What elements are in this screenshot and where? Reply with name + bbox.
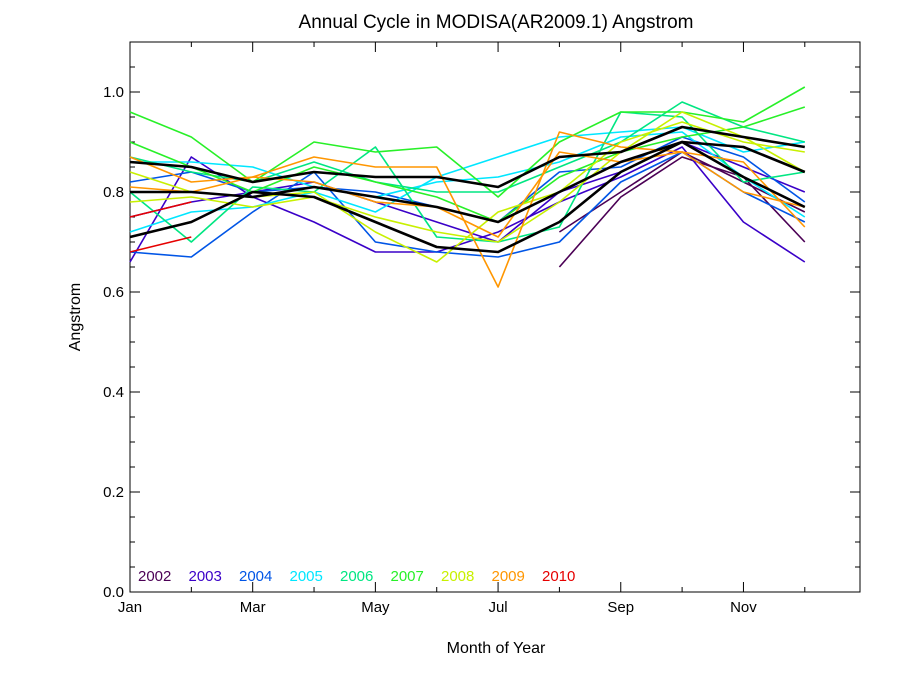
legend: 2002 2003 2004 2005 2006 2007 2008 2009 2010 <box>138 568 575 585</box>
legend-entry-2003: 2003 <box>189 568 222 585</box>
series-line <box>129 201 192 218</box>
y-axis-label: Angstrom <box>67 283 84 351</box>
legend-entry-2009: 2009 <box>492 568 525 585</box>
x-tick-label: Mar <box>240 599 266 616</box>
y-tick-label: 0.4 <box>103 384 124 401</box>
chart-title: Annual Cycle in MODISA(AR2009.1) Angstro… <box>299 12 694 33</box>
series-line <box>129 141 806 243</box>
series-line-2002 <box>558 156 806 268</box>
y-tick-label: 0.6 <box>103 284 124 301</box>
legend-entry-2010: 2010 <box>542 568 575 585</box>
series-line <box>129 140 806 254</box>
y-tick-label: 0.2 <box>103 484 124 501</box>
x-tick-label: May <box>361 599 390 616</box>
legend-entry-2005: 2005 <box>290 568 323 585</box>
series-line <box>129 106 806 223</box>
x-tick-label: Sep <box>607 599 634 616</box>
legend-entry-2008: 2008 <box>441 568 474 585</box>
axis-ticks: Jan Mar May Jul Sep Nov 0.0 0.2 0.4 0.6 0.8 1.0 <box>103 41 860 616</box>
series-line-2009 <box>129 131 806 288</box>
legend-entry-2006: 2006 <box>340 568 373 585</box>
y-tick-label: 1.0 <box>103 84 124 101</box>
series-line-2007 <box>129 86 806 198</box>
y-tick-label: 0.8 <box>103 184 124 201</box>
series-line <box>130 131 806 218</box>
legend-entry-2002: 2002 <box>138 568 171 585</box>
x-axis-label: Month of Year <box>447 640 546 657</box>
series-line <box>129 111 806 243</box>
x-tick-label: Jan <box>118 599 142 616</box>
series-line <box>129 125 806 189</box>
x-tick-label: Jul <box>488 599 507 616</box>
series-line-2010 <box>129 236 192 253</box>
x-tick-label: Nov <box>730 599 757 616</box>
series-line-2005 <box>129 126 805 233</box>
legend-entry-2004: 2004 <box>239 568 272 585</box>
series-lines <box>129 86 806 288</box>
y-tick-label: 0.0 <box>103 584 124 601</box>
legend-entry-2007: 2007 <box>391 568 424 585</box>
